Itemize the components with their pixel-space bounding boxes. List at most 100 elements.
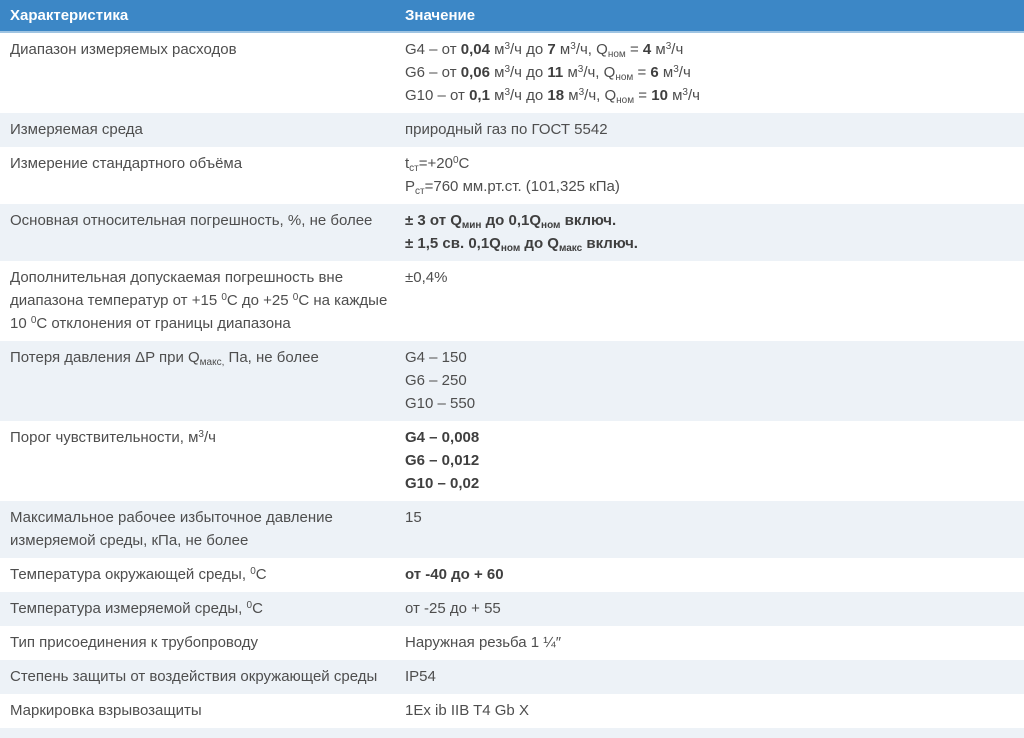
text-segment: 0 (250, 566, 256, 577)
text-segment: = (634, 87, 652, 104)
text-line: Максимальное рабочее избыточное давление… (10, 506, 391, 552)
text-segment: С (252, 600, 263, 617)
text-segment: м (651, 41, 666, 58)
text-segment: G6 – от (405, 64, 461, 81)
table-row: Основная относительная погрешность, %, н… (0, 204, 1024, 261)
text-line: Порог чувствительности, м3/ч (10, 426, 391, 449)
text-segment: м (564, 87, 579, 104)
value-cell: от -25 до + 55 (405, 592, 1024, 626)
value-cell: Наружная резьба 1 ¼″ (405, 626, 1024, 660)
table-row: Диапазон измеряемых расходов G4 – от 0,04… (0, 32, 1024, 113)
text-segment: макс, (199, 357, 225, 368)
text-line: ± 3 от Qмин до 0,1Qном включ. (405, 209, 1014, 232)
text-segment: 3 (673, 64, 679, 75)
text-segment: Маркировка взрывозащиты (10, 702, 202, 719)
table-header-row: Характеристика Значение (0, 0, 1024, 33)
characteristic-cell: Тип присоединения к трубопроводу (0, 626, 405, 660)
table-row: Измерение стандартного объёма tст=+200С Рс… (0, 147, 1024, 204)
text-segment: м (489, 41, 505, 58)
table-row: Степень защиты от воздействия окружающей… (0, 660, 1024, 694)
text-segment: 0 (292, 292, 299, 303)
table-row: Дополнительная допускаемая погрешность в… (0, 261, 1024, 341)
text-segment: до 0,1Q (481, 212, 542, 229)
text-segment: Максимальное рабочее избыточное давление… (10, 509, 333, 549)
text-segment: ном (616, 95, 635, 106)
characteristic-cell: Маркировка взрывозащиты (0, 694, 405, 728)
table-row: Порог чувствительности, м3/ч G4 – 0,008 G6… (0, 421, 1024, 501)
text-line: Наружная резьба 1 ¼″ (405, 631, 1014, 654)
characteristic-cell: Степень защиты от воздействия окружающей… (0, 660, 405, 694)
next-row-partial (0, 728, 1024, 738)
text-segment: /ч, Q (575, 41, 608, 58)
text-segment: природный газ по ГОСТ 5542 (405, 121, 608, 138)
text-segment: С отклонения от границы диапазона (36, 315, 291, 332)
text-segment: включ. (560, 212, 617, 229)
text-segment: 4 (642, 41, 652, 58)
text-segment: G10 – 550 (405, 395, 476, 412)
text-segment: 15 (405, 509, 422, 526)
characteristic-cell: Измеряемая среда (0, 113, 405, 147)
text-segment: 3 (570, 41, 576, 52)
characteristic-cell: Температура измеряемой среды, 0С (0, 592, 405, 626)
text-segment: 0,06 (460, 64, 490, 81)
value-cell: G4 – 0,008 G6 – 0,012 G10 – 0,02 (405, 421, 1024, 501)
text-segment: Наружная резьба 1 ¼″ (405, 634, 562, 651)
text-line: Температура измеряемой среды, 0С (10, 597, 391, 620)
text-line: Потеря давления ΔP при Qмакс, Па, не бол… (10, 346, 391, 369)
text-segment: 0 (30, 315, 37, 326)
value-cell: 1Ex ib IIB T4 Gb X (405, 694, 1024, 728)
characteristic-cell: Дополнительная допускаемая погрешность в… (0, 261, 405, 341)
text-segment: 0 (452, 155, 459, 166)
text-segment: 3 (504, 87, 510, 98)
text-segment: Основная относительная погрешность, %, н… (10, 212, 373, 229)
text-segment: макс (558, 243, 583, 254)
text-segment: до Q (520, 235, 559, 252)
text-segment: Температура измеряемой среды, (10, 600, 247, 617)
text-segment: 0 (221, 292, 227, 303)
text-line: от -25 до + 55 (405, 597, 1014, 620)
text-line: G10 – 0,02 (405, 472, 1014, 495)
text-segment: Диапазон измеряемых расходов (10, 41, 237, 58)
text-line: G10 – от 0,1 м3/ч до 18 м3/ч, Qном = 10 … (405, 84, 1014, 107)
text-segment: м (658, 64, 674, 81)
text-segment: G10 – от (405, 87, 470, 104)
text-segment: от -40 до + 60 (405, 566, 504, 583)
text-segment: 3 (577, 64, 584, 75)
characteristic-cell: Максимальное рабочее избыточное давление… (0, 501, 405, 558)
text-line: от -40 до + 60 (405, 563, 1014, 586)
text-segment: от -25 до + 55 (405, 600, 501, 617)
text-line: IP54 (405, 665, 1014, 688)
text-line: G6 – от 0,06 м3/ч до 11 м3/ч, Qном = 6 м… (405, 61, 1014, 84)
text-line: Диапазон измеряемых расходов (10, 38, 391, 61)
text-segment: Порог чувствительности, м (10, 429, 199, 446)
text-segment: /ч (671, 41, 684, 58)
text-line: Маркировка взрывозащиты (10, 699, 391, 722)
text-segment: ±0,4% (405, 269, 448, 286)
text-line: Степень защиты от воздействия окружающей… (10, 665, 391, 688)
text-segment: = (625, 41, 643, 58)
table-row: Температура измеряемой среды, 0С от -25 д… (0, 592, 1024, 626)
text-line: Температура окружающей среды, 0С (10, 563, 391, 586)
value-cell: G4 – 150 G6 – 250 G10 – 550 (405, 341, 1024, 421)
text-line: G4 – от 0,04 м3/ч до 7 м3/ч, Qном = 4 м3… (405, 38, 1014, 61)
text-segment: С (458, 155, 470, 172)
text-segment: G6 – 0,012 (405, 452, 480, 469)
text-line: G6 – 0,012 (405, 449, 1014, 472)
text-segment: ст (409, 163, 419, 174)
characteristic-cell: Основная относительная погрешность, %, н… (0, 204, 405, 261)
column-header-value: Значение (405, 0, 1024, 33)
column-header-characteristic: Характеристика (0, 0, 405, 33)
text-segment: G4 – 0,008 (405, 429, 480, 446)
text-line: 15 (405, 506, 1014, 529)
text-segment: 0,1 (469, 87, 490, 104)
table-row: Максимальное рабочее избыточное давление… (0, 501, 1024, 558)
value-cell: 15 (405, 501, 1024, 558)
text-line: G10 – 550 (405, 392, 1014, 415)
value-cell: от -40 до + 60 (405, 558, 1024, 592)
text-segment: G4 – от (405, 41, 461, 58)
text-segment: IP54 (405, 668, 436, 685)
text-segment: Дополнительная допускаемая погрешность в… (10, 269, 344, 309)
value-cell: ± 3 от Qмин до 0,1Qном включ. ± 1,5 св. 0… (405, 204, 1024, 261)
text-segment: 18 (547, 87, 565, 104)
text-line: Рст=760 мм.рт.ст. (101,325 кПа) (405, 175, 1014, 198)
